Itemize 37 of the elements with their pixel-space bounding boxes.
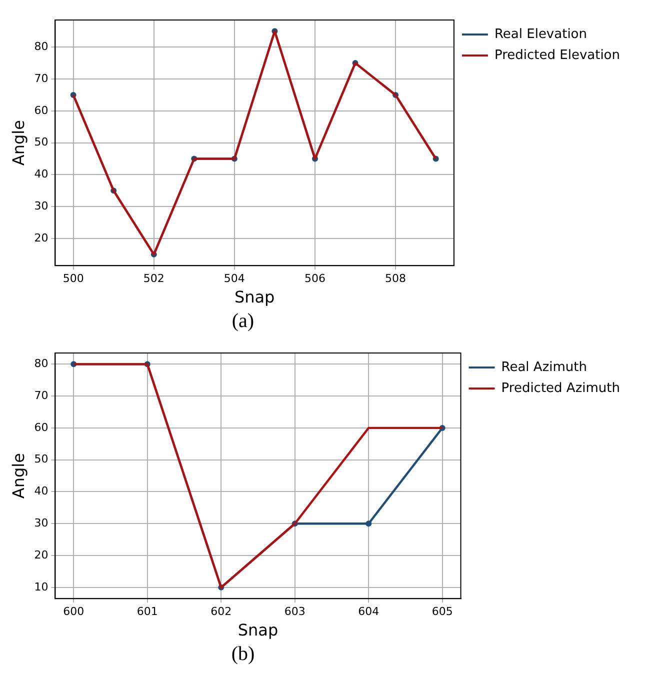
legend-label: Real Elevation	[494, 26, 588, 42]
y-tick-label: 40	[34, 484, 48, 498]
text: (b)	[230, 643, 256, 666]
x-tick-label: 500	[62, 272, 84, 286]
y-tick-label: 20	[34, 231, 48, 244]
legend-label: Predicted Elevation	[494, 48, 620, 63]
x-tick-label: 506	[304, 272, 326, 286]
y-tick-label: 70	[34, 388, 48, 402]
y-axis-title: Angle	[8, 453, 28, 499]
x-tick-label: 604	[358, 605, 380, 618]
x-tick-label: 602	[210, 605, 232, 618]
y-tick-label: 30	[34, 516, 48, 530]
legend-label: Predicted Azimuth	[501, 380, 620, 396]
text: (a)	[230, 310, 256, 333]
x-tick-label: 605	[432, 605, 453, 618]
x-tick-label: 508	[385, 272, 406, 286]
y-tick-label: 70	[34, 72, 48, 85]
y-tick-label: 80	[34, 40, 48, 53]
x-tick-label: 504	[224, 272, 245, 286]
y-tick-label: 30	[34, 199, 48, 212]
y-tick-label: 50	[34, 136, 48, 149]
y-tick-label: 60	[34, 104, 48, 117]
x-tick-label: 502	[143, 272, 164, 286]
x-axis-title: Snap	[238, 620, 278, 640]
x-tick-label: 600	[63, 605, 84, 618]
y-tick-label: 60	[34, 420, 48, 434]
y-tick-label: 20	[34, 548, 48, 562]
y-tick-label: 80	[34, 357, 48, 370]
point	[366, 520, 372, 527]
y-axis-title: Angle	[8, 120, 28, 166]
x-axis-title: Snap	[234, 288, 275, 307]
x-tick-label: 603	[284, 605, 306, 618]
legend-label: Real Azimuth	[501, 360, 588, 375]
y-tick-label: 40	[34, 168, 48, 181]
y-tick-label: 50	[34, 452, 48, 466]
x-tick-label: 601	[136, 605, 158, 618]
y-tick-label: 10	[34, 580, 48, 594]
